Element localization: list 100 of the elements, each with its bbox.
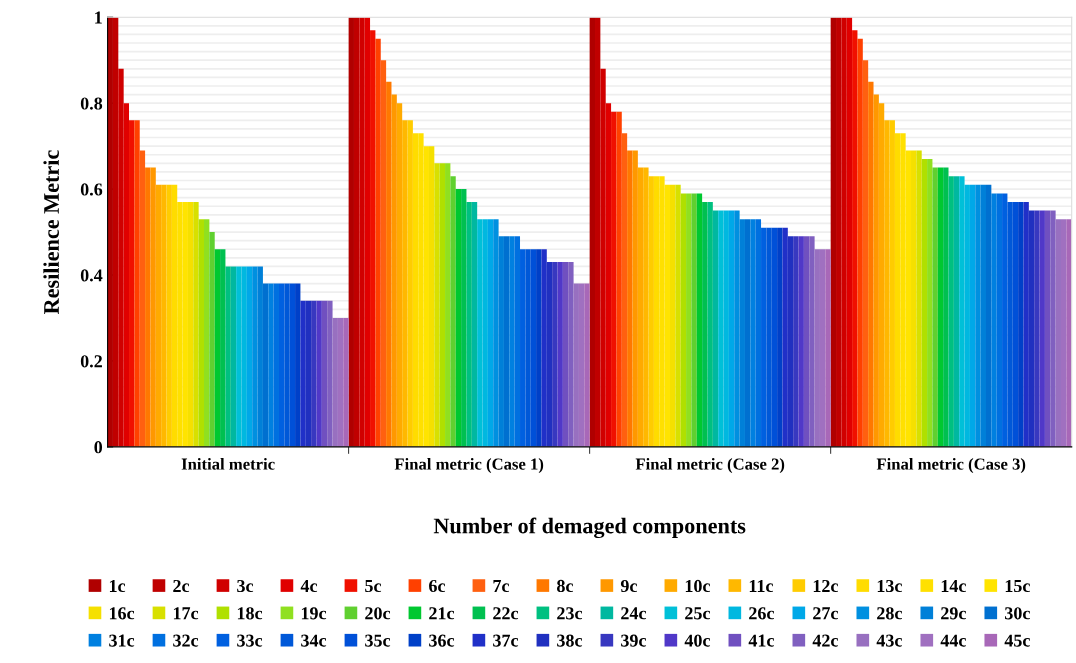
legend-label: 25c [685, 607, 711, 620]
legend-label: 45c [1004, 634, 1030, 647]
legend-label: 38c [557, 634, 583, 647]
legend-label: 16c [109, 607, 135, 620]
bar [134, 120, 140, 447]
legend-label: 12c [813, 579, 838, 593]
bar [353, 17, 360, 447]
legend-label: 11c [749, 579, 773, 593]
bar [707, 201, 713, 447]
x-tick-label: Final metric (Case 2) [635, 457, 785, 474]
legend-label: 1c [109, 579, 126, 593]
bar [225, 266, 231, 447]
bar [1060, 219, 1067, 447]
bar [862, 60, 869, 447]
bar [155, 184, 162, 447]
bar [252, 266, 258, 447]
bar [407, 120, 413, 447]
bar [455, 189, 462, 447]
bar [273, 283, 279, 447]
bar [150, 167, 156, 447]
legend-label: 2c [173, 579, 190, 593]
bar [755, 219, 762, 447]
bar [868, 81, 874, 447]
bar [632, 150, 638, 447]
bar [889, 120, 895, 447]
bar [112, 17, 119, 447]
y-tick-label: 1 [95, 11, 102, 24]
legend-label: 9c [620, 579, 637, 593]
x-tick-label: Final metric (Case 1) [394, 457, 544, 474]
bar [145, 167, 151, 447]
bar [450, 176, 456, 447]
bar [600, 68, 606, 447]
bar [991, 193, 997, 447]
bar [675, 184, 681, 447]
bar [552, 262, 558, 447]
bar [311, 300, 317, 447]
bar [139, 150, 146, 447]
bar [471, 201, 478, 447]
legend-label: 19c [301, 607, 327, 620]
legend-label: 20c [365, 607, 391, 620]
bar [809, 236, 815, 447]
legend-label: 44c [940, 634, 966, 647]
bar [445, 163, 451, 447]
bar [402, 120, 408, 447]
y-axis-title: Resilience Metric [43, 150, 59, 315]
bar [637, 167, 644, 447]
bar [327, 300, 333, 447]
bar [937, 167, 944, 447]
legend-label: 22c [493, 607, 519, 620]
legend-label: 35c [365, 634, 391, 647]
legend-label: 18c [237, 607, 263, 620]
bar [118, 68, 124, 447]
bar [728, 210, 735, 447]
bar [380, 60, 387, 447]
legend-label: 36c [429, 634, 455, 647]
legend-label: 37c [493, 634, 519, 647]
bar [777, 227, 783, 447]
bar [691, 193, 697, 447]
bar [166, 184, 172, 447]
bar [841, 17, 847, 447]
bar [686, 193, 692, 447]
bar [129, 120, 135, 447]
bar [734, 210, 740, 447]
legend-label: 28c [877, 607, 902, 620]
bar [209, 232, 215, 447]
bar [878, 103, 885, 447]
legend-label: 14c [941, 579, 966, 593]
bar [595, 17, 601, 447]
legend-label: 4c [300, 580, 318, 593]
bar [948, 176, 954, 447]
bar [503, 236, 510, 447]
legend-label: 10c [685, 579, 711, 593]
bar [262, 283, 269, 447]
bar [643, 167, 649, 447]
bar [836, 17, 842, 447]
bar [364, 17, 371, 447]
bar [246, 266, 253, 447]
bar [702, 201, 708, 447]
bar [1034, 210, 1040, 447]
legend-label: 30c [1005, 607, 1030, 620]
bar [268, 283, 274, 447]
legend-label: 29c [941, 607, 966, 620]
legend-label: 15c [1005, 579, 1030, 593]
bar [193, 201, 199, 447]
legend-label: 34c [301, 634, 327, 647]
bar [980, 184, 986, 447]
legend-label: 6c [429, 579, 446, 593]
bar [536, 249, 542, 447]
bar [391, 94, 397, 447]
bar [884, 120, 890, 447]
bar [1039, 210, 1045, 447]
legend-label: 41c [748, 634, 774, 647]
bar [712, 210, 719, 447]
bar [916, 150, 922, 447]
bar [798, 236, 804, 447]
bar [605, 103, 612, 447]
bar [846, 17, 853, 447]
legend-label: 23c [557, 607, 583, 620]
legend-label: 42c [812, 634, 838, 647]
y-tick-label: 0.4 [80, 269, 103, 282]
